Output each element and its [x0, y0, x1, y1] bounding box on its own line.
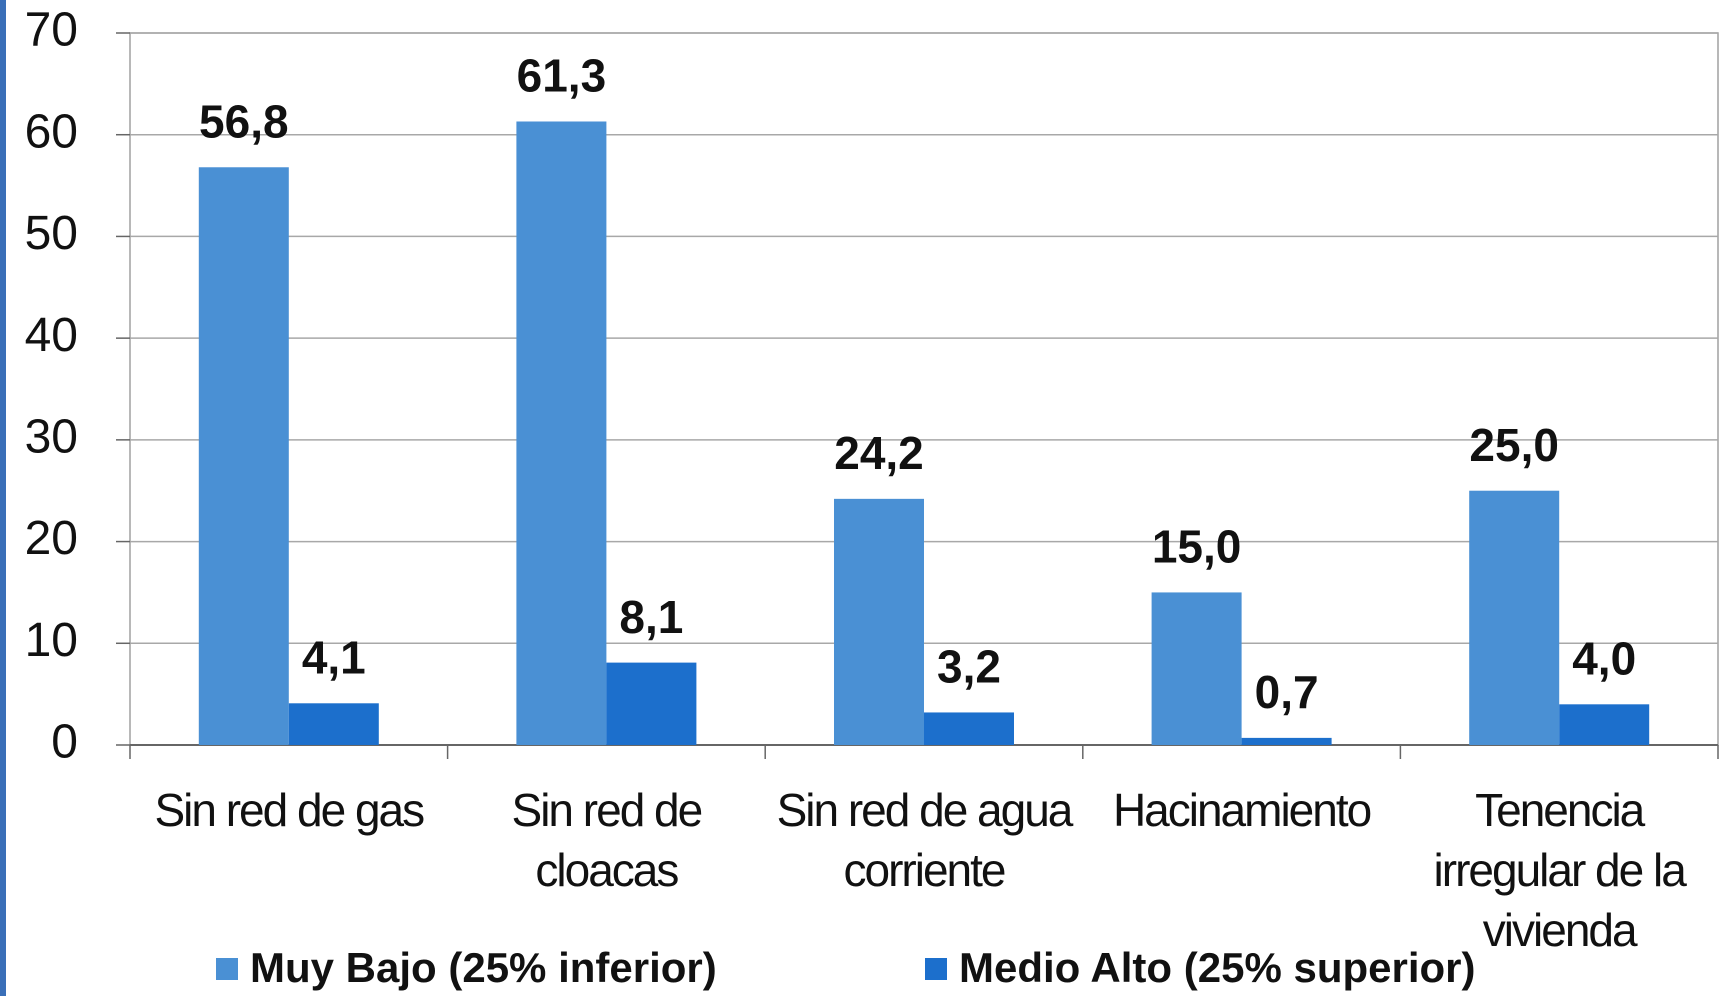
data-label: 4,0: [1572, 632, 1636, 684]
x-tick-label: Hacinamiento: [1112, 784, 1372, 836]
data-label: 8,1: [619, 591, 683, 643]
data-label: 15,0: [1152, 521, 1242, 573]
bar: [288, 703, 379, 745]
y-tick-label: 0: [51, 716, 78, 769]
edge-strip: [0, 0, 6, 996]
y-tick-label: 70: [25, 4, 78, 57]
data-label: 24,2: [834, 427, 924, 479]
x-tick-label: Sin red de cloacas: [511, 784, 704, 896]
data-label: 25,0: [1469, 419, 1559, 471]
data-label: 0,7: [1255, 666, 1319, 718]
bar: [1559, 704, 1650, 745]
x-tick-label: Sin red de agua corriente: [776, 784, 1074, 896]
bar: [1469, 490, 1560, 745]
data-label: 61,3: [517, 50, 607, 102]
bar: [834, 498, 924, 745]
y-tick-label: 50: [25, 207, 78, 260]
legend-swatch: [216, 958, 238, 980]
y-tick-label: 30: [25, 411, 78, 464]
legend-label: Muy Bajo (25% inferior): [250, 944, 717, 991]
data-label: 3,2: [937, 641, 1001, 693]
y-tick-label: 40: [25, 309, 78, 362]
legend-swatch: [925, 958, 947, 980]
x-tick-label: Sin red de gas: [154, 784, 425, 836]
bar: [516, 121, 607, 745]
x-tick-label: Tenencia irregular de la vivienda: [1433, 784, 1687, 956]
data-label: 56,8: [199, 95, 289, 147]
y-tick-label: 10: [25, 614, 78, 667]
bar: [1151, 592, 1242, 745]
y-tick-label: 60: [25, 105, 78, 158]
bar: [606, 662, 697, 745]
data-label: 4,1: [302, 631, 366, 683]
bar: [1241, 737, 1332, 745]
y-tick-label: 20: [25, 512, 78, 565]
bar: [198, 167, 289, 745]
legend-label: Medio Alto (25% superior): [959, 944, 1476, 991]
bar: [924, 712, 1014, 745]
